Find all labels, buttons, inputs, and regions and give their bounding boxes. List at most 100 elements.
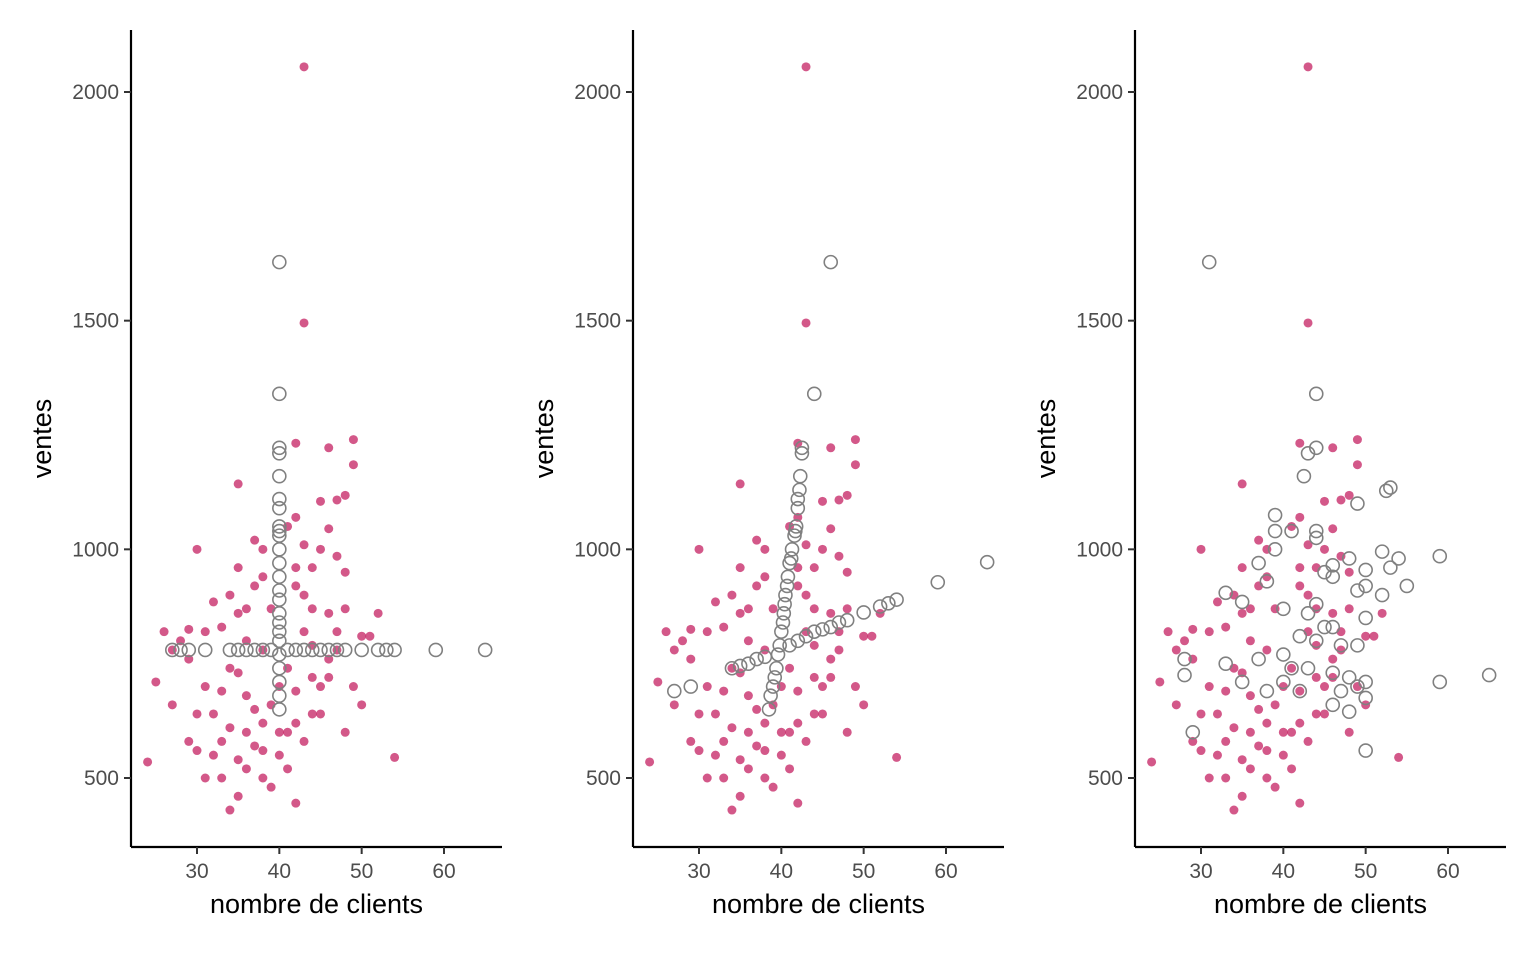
observed-point <box>826 672 836 682</box>
observed-point <box>159 627 169 637</box>
imputed-point <box>1292 628 1308 644</box>
x-tick-label: 30 <box>687 860 710 883</box>
observed-point <box>1237 755 1247 765</box>
imputed-point <box>1300 606 1316 621</box>
imputed-point <box>263 642 279 658</box>
observed-point <box>710 597 720 607</box>
observed-point <box>1320 544 1329 554</box>
observed-point <box>1262 645 1272 655</box>
imputed-point <box>1276 601 1291 617</box>
observed-point <box>192 709 202 719</box>
observed-point <box>250 704 260 714</box>
observed-point <box>1163 627 1173 637</box>
observed-point <box>291 581 301 591</box>
observed-point <box>1254 741 1264 751</box>
observed-point <box>1245 764 1255 774</box>
observed-point <box>266 782 276 792</box>
imputed-point <box>1481 667 1497 683</box>
imputed-points-series <box>666 254 995 717</box>
observed-point <box>669 645 679 655</box>
observed-point <box>842 727 852 737</box>
observed-point <box>702 773 712 783</box>
imputed-point <box>1358 743 1373 758</box>
observed-point <box>143 757 153 767</box>
observed-point <box>1221 773 1231 783</box>
observed-point <box>192 544 202 554</box>
observed-point <box>1352 435 1362 445</box>
imputed-point <box>798 628 814 644</box>
observed-point <box>332 627 342 637</box>
observed-point <box>727 805 737 815</box>
observed-point <box>735 791 745 801</box>
observed-point <box>735 563 745 573</box>
imputed-point <box>769 660 784 676</box>
observed-point <box>760 544 770 554</box>
imputed-point <box>1308 530 1324 546</box>
observed-point <box>324 524 334 534</box>
observed-point <box>719 736 729 746</box>
imputed-point <box>1317 564 1332 580</box>
imputed-point <box>272 569 287 585</box>
imputed-point <box>806 386 822 402</box>
imputed-point <box>1201 254 1217 270</box>
imputed-point <box>823 254 839 270</box>
observed-point <box>1303 590 1313 600</box>
observed-point <box>299 318 309 328</box>
observed-point <box>274 750 284 760</box>
observed-point <box>826 524 836 534</box>
observed-point <box>1171 645 1181 655</box>
imputed-point <box>272 542 287 557</box>
observed-point <box>694 709 704 719</box>
observed-point <box>332 495 342 505</box>
observed-point <box>752 535 762 545</box>
imputed-point <box>272 688 287 703</box>
x-tick-label: 40 <box>770 860 793 883</box>
observed-point <box>307 604 317 614</box>
imputed-point <box>831 615 847 630</box>
y-tick-label: 2000 <box>72 81 119 104</box>
observed-point <box>291 686 301 696</box>
observed-point <box>1262 718 1272 728</box>
x-tick-label: 50 <box>350 860 373 883</box>
observed-point <box>809 709 819 719</box>
observed-point <box>1344 490 1354 500</box>
observed-point <box>324 443 334 453</box>
observed-point <box>1303 62 1313 72</box>
observed-point <box>678 636 688 646</box>
observed-point <box>241 691 251 701</box>
observed-point <box>291 798 301 808</box>
observed-point <box>1328 672 1338 682</box>
imputed-point <box>272 440 287 456</box>
imputed-point <box>1284 660 1299 676</box>
imputed-point <box>767 670 783 685</box>
observed-point <box>340 567 350 577</box>
imputed-point <box>272 606 287 621</box>
observed-point <box>1278 750 1288 760</box>
observed-point <box>1303 736 1313 746</box>
imputed-point <box>1358 562 1373 578</box>
observed-point <box>809 672 819 682</box>
observed-point <box>768 604 778 614</box>
observed-point <box>818 709 827 719</box>
observed-point <box>719 686 729 696</box>
observed-point <box>710 750 720 760</box>
observed-point <box>793 686 803 696</box>
observed-point <box>735 608 745 618</box>
observed-point <box>1320 709 1329 719</box>
imputed-point <box>774 624 789 639</box>
imputed-point <box>1350 679 1365 694</box>
observed-point <box>1295 581 1305 591</box>
y-tick-label: 1500 <box>1076 310 1123 333</box>
observed-point <box>1188 624 1198 634</box>
observed-point <box>258 718 268 728</box>
imputed-point <box>1185 724 1201 740</box>
imputed-points-series <box>165 254 493 717</box>
imputed-point <box>930 574 946 590</box>
observed-point <box>283 764 293 774</box>
observed-point <box>867 631 877 641</box>
imputed-point <box>354 642 369 658</box>
observed-point <box>1196 746 1206 756</box>
imputed-point <box>272 468 287 484</box>
observed-point <box>1295 718 1305 728</box>
observed-point <box>1295 438 1305 448</box>
